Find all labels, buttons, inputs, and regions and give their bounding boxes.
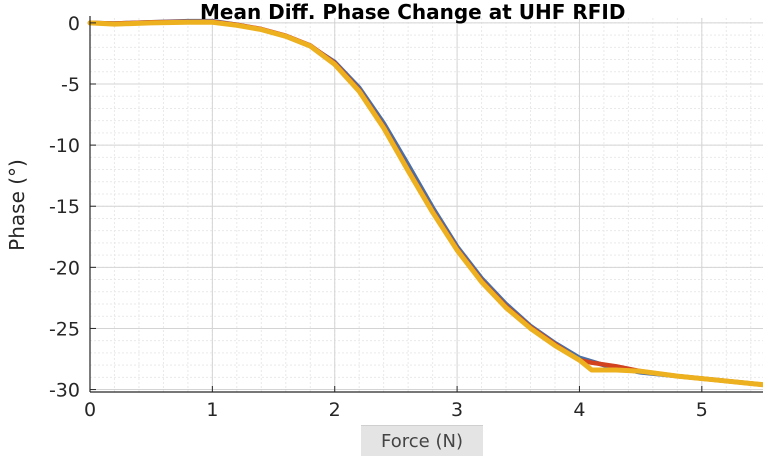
x-tick-label: 5 <box>696 399 708 421</box>
y-axis-title: Phase (°) <box>5 159 29 251</box>
series-line-3 <box>87 19 763 388</box>
major-grid <box>89 18 763 392</box>
y-tick-label: -5 <box>61 74 80 96</box>
x-tick-label: 2 <box>329 399 341 421</box>
x-tick-label: 3 <box>451 399 463 421</box>
y-tick-label: 0 <box>68 13 80 35</box>
y-tick-label: -10 <box>49 135 80 157</box>
y-tick-label: -30 <box>49 380 80 402</box>
figure-background <box>0 0 763 425</box>
series-lines <box>87 18 763 388</box>
x-axis-title: Force (N) <box>361 425 483 456</box>
chart-title: Mean Diff. Phase Change at UHF RFID <box>200 0 625 24</box>
x-tick-label: 1 <box>206 399 218 421</box>
y-tick-label: -20 <box>49 257 80 279</box>
y-tick-label: -15 <box>49 196 80 218</box>
x-tick-label: 4 <box>573 399 585 421</box>
x-tick-label: 0 <box>84 399 96 421</box>
tick-labels: 0 1 2 3 4 5 0 -5 -10 -15 -20 -25 -30 <box>49 13 708 421</box>
y-tick-label: -25 <box>49 318 80 340</box>
axes <box>89 16 763 393</box>
